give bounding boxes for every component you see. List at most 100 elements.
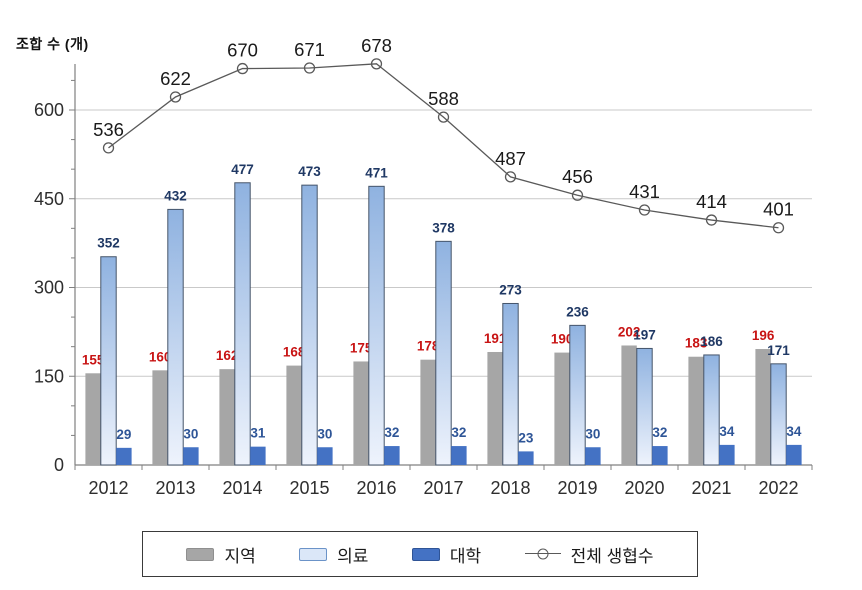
line-marker-circle bbox=[537, 548, 549, 560]
bar-value-label: 30 bbox=[183, 426, 198, 441]
line-value-label: 414 bbox=[696, 191, 727, 212]
line-value-label: 671 bbox=[294, 39, 325, 60]
bar-value-label: 196 bbox=[752, 328, 775, 343]
bar bbox=[502, 302, 519, 466]
bar bbox=[420, 359, 436, 465]
bar-value-label: 273 bbox=[499, 282, 522, 297]
x-category-label: 2022 bbox=[758, 478, 798, 498]
legend-swatch-region bbox=[186, 547, 215, 561]
legend-label-university: 대학 bbox=[449, 546, 482, 566]
line-value-label: 670 bbox=[227, 40, 258, 61]
bar-value-label: 171 bbox=[767, 343, 790, 358]
bar bbox=[250, 446, 266, 465]
line-marker bbox=[772, 222, 785, 234]
bar bbox=[755, 349, 771, 465]
bar bbox=[786, 444, 802, 465]
legend-item-university: 대학 bbox=[411, 542, 482, 567]
line-marker bbox=[102, 142, 115, 154]
x-category-label: 2020 bbox=[624, 478, 664, 498]
x-category-label: 2021 bbox=[691, 478, 731, 498]
bar-value-label: 175 bbox=[350, 340, 373, 355]
bar-value-label: 378 bbox=[432, 220, 455, 235]
y-axis-title: 조합 수 (개) bbox=[16, 36, 89, 52]
line-marker-icon bbox=[524, 547, 561, 561]
bar bbox=[301, 184, 318, 466]
line-value-label: 622 bbox=[160, 68, 191, 89]
bar bbox=[234, 182, 251, 466]
line-marker bbox=[236, 62, 249, 75]
x-category-label: 2016 bbox=[356, 478, 396, 498]
bar-value-label: 186 bbox=[700, 334, 723, 349]
y-tick-label: 150 bbox=[34, 366, 64, 386]
x-category-label: 2013 bbox=[155, 478, 195, 498]
bar bbox=[518, 451, 534, 465]
line-marker bbox=[504, 171, 517, 183]
bar-line-chart: 0 150 300 450 600 2012 2013 2014 2015 2016 2017 201… bbox=[34, 35, 813, 498]
chart-legend: 지역 의료 대학 전체 생협수 bbox=[142, 531, 698, 577]
line-value-label: 678 bbox=[361, 35, 392, 56]
x-category-label: 2015 bbox=[289, 478, 329, 498]
legend-label-region: 지역 bbox=[224, 546, 256, 566]
bar-series-0: 155 160 162 168 175 178 191 190 202 183 196 bbox=[82, 324, 775, 465]
line-value-label: 487 bbox=[495, 148, 526, 169]
bar-value-label: 155 bbox=[82, 352, 105, 367]
line-value-label: 456 bbox=[562, 166, 593, 187]
bar-value-label: 34 bbox=[786, 424, 802, 439]
bar bbox=[435, 240, 452, 466]
bar bbox=[770, 363, 787, 466]
bar bbox=[569, 324, 586, 466]
bar bbox=[219, 369, 235, 465]
bar-value-label: 473 bbox=[298, 164, 321, 179]
legend-label-total-line: 전체 생협수 bbox=[570, 546, 654, 566]
legend-item-medical: 의료 bbox=[299, 542, 368, 567]
bar-value-label: 31 bbox=[250, 426, 266, 441]
bar-value-label: 168 bbox=[283, 345, 306, 360]
bar-series-1: 352 432 477 473 471 378 273 236 197 186 171 bbox=[97, 162, 790, 466]
bar-value-label: 32 bbox=[384, 425, 399, 440]
bar bbox=[554, 352, 570, 465]
bar bbox=[451, 446, 467, 465]
line-value-label: 401 bbox=[763, 199, 794, 220]
bar bbox=[585, 447, 601, 465]
bar bbox=[183, 447, 199, 465]
legend-swatch-university bbox=[411, 547, 440, 561]
line-marker bbox=[303, 62, 316, 74]
line-marker bbox=[437, 111, 450, 123]
bar bbox=[116, 447, 132, 465]
bar bbox=[167, 208, 184, 466]
bar bbox=[703, 354, 720, 466]
bar-value-label: 32 bbox=[652, 425, 667, 440]
y-tick-label: 300 bbox=[34, 278, 64, 298]
line-marker bbox=[571, 189, 584, 201]
bar-value-label: 236 bbox=[566, 304, 589, 319]
x-category-label: 2019 bbox=[557, 478, 597, 498]
bar bbox=[85, 373, 101, 465]
legend-item-total-line: 전체 생협수 bbox=[524, 542, 654, 567]
x-category-label: 2014 bbox=[222, 478, 262, 498]
bar bbox=[719, 444, 735, 465]
legend-swatch-medical bbox=[299, 547, 328, 561]
bar bbox=[636, 347, 653, 466]
bar bbox=[688, 356, 704, 465]
legend-label-medical: 의료 bbox=[337, 546, 369, 566]
bar-value-label: 471 bbox=[365, 165, 388, 180]
bar-value-label: 34 bbox=[719, 424, 735, 439]
bar-value-label: 29 bbox=[116, 427, 131, 442]
bar bbox=[317, 447, 333, 465]
y-tick-label: 450 bbox=[34, 189, 64, 209]
bar bbox=[621, 345, 637, 465]
bar bbox=[384, 446, 400, 465]
bar-value-label: 190 bbox=[551, 332, 574, 347]
bar-value-label: 30 bbox=[585, 426, 600, 441]
line-marker bbox=[169, 91, 182, 103]
bar-value-label: 160 bbox=[149, 349, 172, 364]
line-value-label: 588 bbox=[428, 88, 459, 109]
bar bbox=[353, 361, 369, 465]
bar bbox=[100, 256, 117, 466]
bar-value-label: 23 bbox=[518, 430, 534, 445]
line-marker bbox=[370, 58, 383, 70]
bar-value-label: 162 bbox=[216, 348, 239, 363]
line-marker bbox=[705, 214, 718, 226]
total-line bbox=[108, 63, 779, 229]
